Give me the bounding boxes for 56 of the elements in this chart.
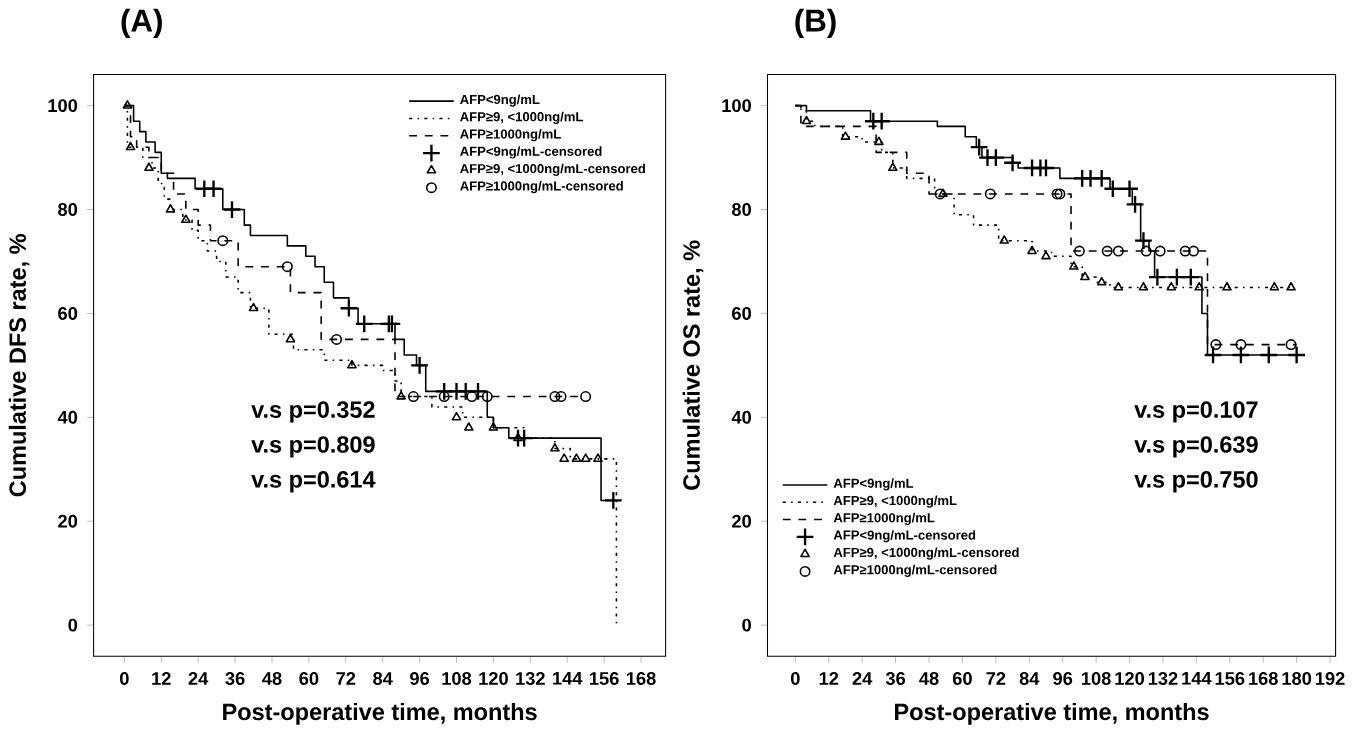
annotation: v.s p=0.107 [1134, 401, 1258, 423]
x-tick-label: 108 [442, 672, 472, 686]
y-tick-label: 0 [68, 618, 78, 632]
y-axis-title: Cumulative OS rate, % [682, 240, 704, 491]
x-tick-label: 12 [152, 672, 171, 686]
y-tick-label: 40 [57, 411, 78, 424]
x-tick-label: 36 [225, 672, 245, 686]
annotation: v.s p=0.639 [1134, 436, 1258, 458]
y-tick-label: 60 [58, 307, 78, 321]
y-tick-label: 60 [732, 307, 751, 321]
x-tick-label: 192 [1315, 672, 1345, 686]
x-tick-label: 72 [336, 672, 356, 686]
x-tick-label: 132 [516, 672, 545, 686]
x-axis-title: Post-operative time, months [895, 703, 1209, 726]
y-tick-label: 40 [731, 411, 751, 424]
x-tick-label: 12 [819, 672, 839, 686]
y-tick-label: 20 [732, 514, 751, 528]
x-tick-label: 96 [410, 672, 430, 686]
x-tick-label: 156 [590, 672, 619, 686]
x-tick-label: 60 [952, 672, 972, 686]
x-tick-label: 144 [553, 672, 583, 685]
x-tick-label: 48 [262, 672, 282, 686]
y-tick-label: 100 [722, 99, 751, 113]
x-axis-title: Post-operative time, months [223, 703, 537, 726]
y-axis-title: Cumulative DFS rate, % [8, 234, 30, 497]
x-tick-label: 120 [1115, 672, 1145, 686]
y-tick-label: 80 [731, 203, 751, 217]
y-tick-label: 0 [742, 618, 751, 632]
x-tick-label: 96 [1053, 672, 1073, 686]
x-tick-label: 84 [1019, 672, 1040, 686]
chart-title: (A) [121, 8, 162, 39]
x-tick-label: 48 [919, 672, 939, 686]
x-tick-label: 72 [986, 672, 1006, 686]
x-tick-label: 24 [188, 672, 209, 686]
x-tick-label: 0 [120, 672, 129, 686]
annotation: v.s p=0.809 [251, 436, 375, 458]
x-tick-label: 120 [479, 672, 508, 686]
x-tick-label: 168 [1249, 672, 1278, 686]
annotation: v.s p=0.614 [251, 471, 376, 493]
x-tick-label: 168 [626, 672, 656, 686]
x-tick-label: 24 [852, 672, 873, 686]
x-tick-label: 180 [1282, 672, 1312, 686]
x-tick-label: 132 [1148, 672, 1178, 686]
x-tick-label: 108 [1082, 672, 1111, 686]
x-tick-label: 144 [1182, 672, 1212, 685]
chart-title: (B) [795, 8, 836, 39]
x-tick-label: 36 [885, 672, 906, 686]
y-tick-label: 100 [48, 99, 78, 113]
x-tick-label: 156 [1215, 672, 1245, 686]
x-tick-label: 60 [299, 672, 319, 686]
x-tick-label: 0 [790, 672, 800, 686]
x-tick-label: 84 [373, 672, 393, 686]
y-tick-label: 80 [58, 203, 78, 217]
annotation: v.s p=0.352 [251, 401, 375, 423]
annotation: v.s p=0.750 [1134, 471, 1258, 493]
y-tick-label: 20 [58, 514, 78, 528]
